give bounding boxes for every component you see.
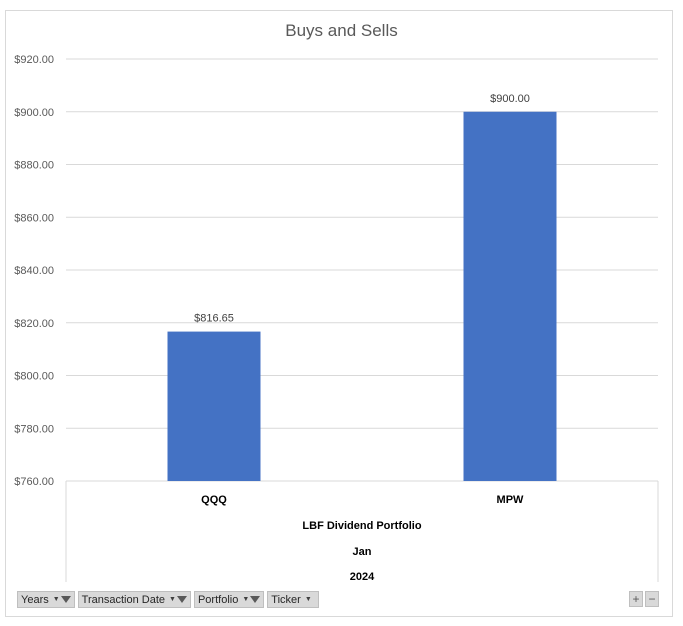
filter-funnel-icon	[176, 596, 187, 603]
expand-field-button[interactable]: +	[629, 591, 643, 607]
data-labels: $816.65 QQQ $900.00 MPW LBF Dividend Portfol…	[194, 93, 530, 583]
bar-qqq[interactable]	[167, 331, 261, 481]
field-button-label: Ticker	[271, 593, 301, 606]
category-label: QQQ	[201, 494, 227, 506]
expand-collapse-buttons: + −	[629, 591, 659, 607]
collapse-field-button[interactable]: −	[645, 591, 659, 607]
dropdown-arrow-icon: ▼	[169, 596, 176, 603]
data-label: $900.00	[490, 93, 530, 105]
y-tick-label: $820.00	[14, 318, 54, 330]
dropdown-arrow-icon: ▼	[242, 596, 250, 603]
y-tick-label: $780.00	[14, 423, 54, 435]
axis-group-label: 2024	[350, 571, 375, 583]
chart-frame[interactable]	[5, 10, 673, 617]
axis-group-label: LBF Dividend Portfolio	[302, 520, 421, 532]
dropdown-arrow-icon: ▼	[52, 596, 60, 603]
bars	[167, 111, 557, 481]
y-axis-labels: $760.00 $780.00 $800.00 $820.00 $840.00 $860.…	[14, 54, 54, 488]
field-button-transaction-date[interactable]: Transaction Date ▼	[77, 591, 191, 608]
filter-funnel-icon	[60, 596, 71, 603]
filter-funnel-icon	[250, 596, 261, 603]
y-tick-label: $900.00	[14, 107, 54, 119]
dropdown-arrow-icon: ▼	[304, 596, 312, 603]
y-tick-label: $920.00	[14, 54, 54, 66]
y-tick-label: $800.00	[14, 371, 54, 383]
field-button-ticker[interactable]: Ticker ▼	[267, 591, 319, 608]
axis-group-label: Jan	[353, 546, 372, 558]
bar-mpw[interactable]	[463, 111, 557, 481]
field-button-label: Years	[21, 593, 49, 606]
y-tick-label: $760.00	[14, 476, 54, 488]
pivot-field-buttons: Years ▼ Transaction Date ▼ Portfolio ▼ T…	[17, 591, 319, 609]
y-tick-label: $860.00	[14, 212, 54, 224]
y-tick-label: $880.00	[14, 160, 54, 172]
category-axis	[65, 481, 659, 582]
field-button-portfolio[interactable]: Portfolio ▼	[193, 591, 265, 608]
field-button-label: Transaction Date	[81, 593, 166, 606]
field-button-label: Portfolio	[197, 593, 239, 606]
chart-title: Buys and Sells	[285, 21, 398, 40]
y-tick-label: $840.00	[14, 265, 54, 277]
data-label: $816.65	[194, 313, 234, 325]
gridlines	[66, 58, 658, 482]
category-label: MPW	[497, 494, 525, 506]
field-button-years[interactable]: Years ▼	[17, 591, 75, 608]
